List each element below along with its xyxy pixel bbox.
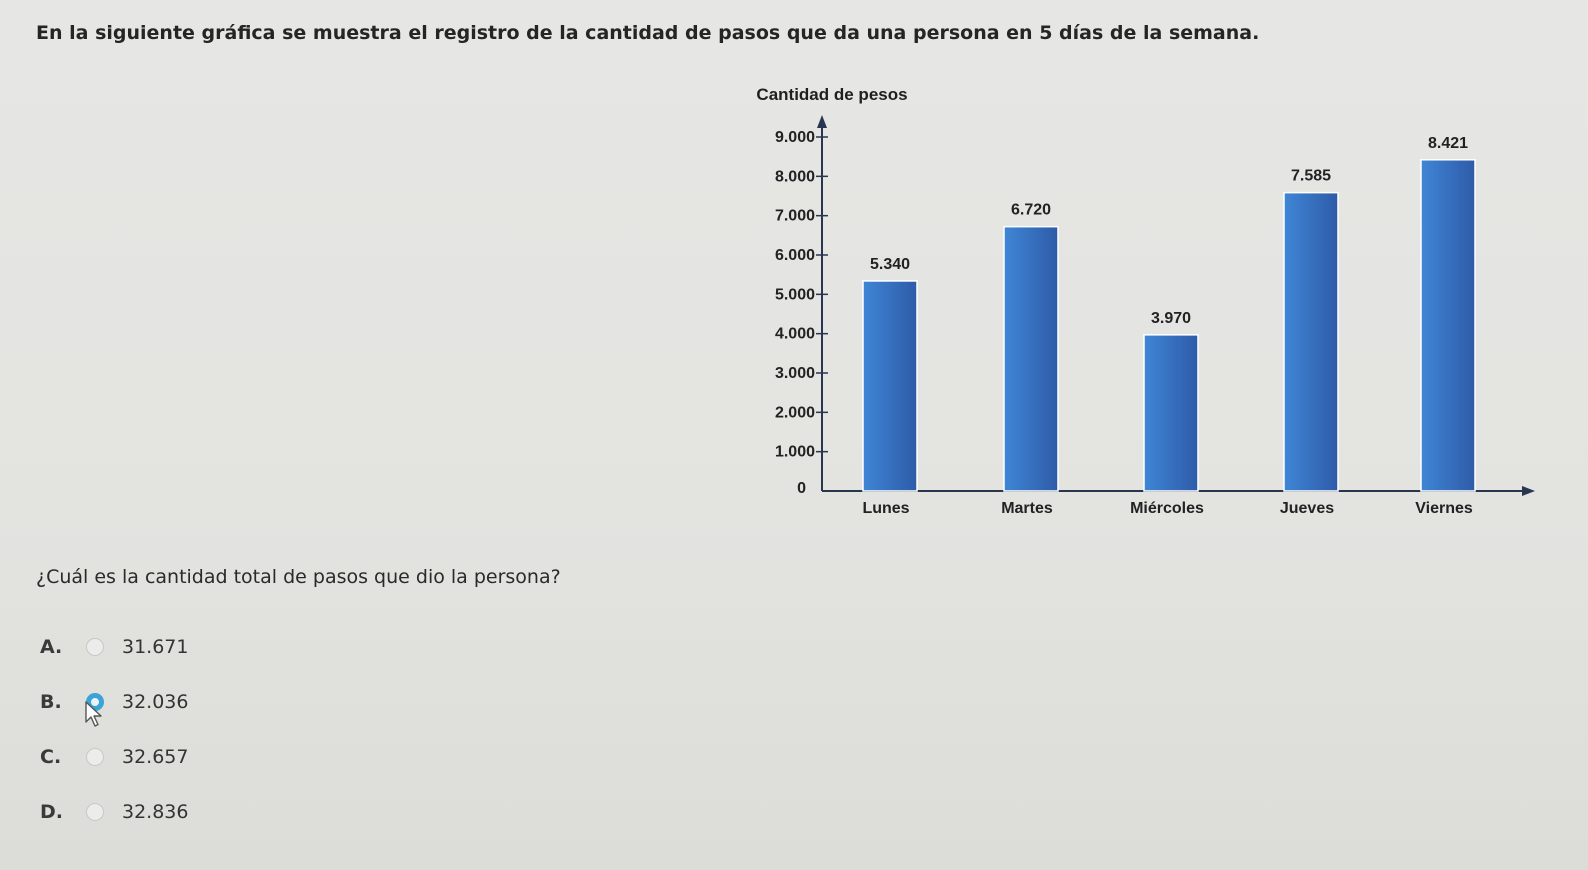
option-a-value: 31.671: [122, 636, 189, 658]
y-tick-label: 8.000: [775, 168, 815, 185]
option-b[interactable]: B. 32.036: [40, 685, 340, 719]
x-category-label: Martes: [1001, 500, 1053, 517]
y-tick-label: 7.000: [775, 208, 815, 225]
question-text: ¿Cuál es la cantidad total de pasos que …: [36, 566, 561, 588]
bar: [862, 280, 918, 492]
option-d-radio[interactable]: [86, 803, 104, 821]
bars: 5.340 6.720 3.970 7.585 8.421: [862, 135, 1476, 492]
option-d[interactable]: D. 32.836: [40, 795, 340, 829]
bar-value-label: 8.421: [1428, 135, 1468, 152]
bar-value-label: 6.720: [1011, 202, 1051, 219]
option-d-value: 32.836: [122, 801, 189, 823]
option-a-radio[interactable]: [86, 638, 104, 656]
x-axis: Lunes Martes Miércoles Jueves Viernes: [822, 486, 1535, 517]
option-a[interactable]: A. 31.671: [40, 630, 340, 664]
x-category-label: Viernes: [1415, 500, 1473, 517]
option-c-letter: C.: [40, 746, 62, 768]
option-c[interactable]: C. 32.657: [40, 740, 340, 774]
bar: [1003, 225, 1059, 492]
y-axis: 0 1.000 2.000 3.000 4.000 5.000 6.000 7.000 8.00…: [775, 115, 828, 497]
option-c-value: 32.657: [122, 746, 189, 768]
y-tick-label: 6.000: [775, 247, 815, 264]
y-tick-label: 9.000: [775, 129, 815, 146]
x-axis-arrow: [1522, 486, 1535, 496]
y-tick-label: 0: [797, 480, 806, 497]
x-category-label: Jueves: [1280, 500, 1334, 517]
mouse-cursor-icon: [85, 701, 102, 727]
y-axis-arrow: [817, 115, 827, 128]
y-tick-label: 4.000: [775, 326, 815, 343]
bar: [1283, 191, 1339, 492]
y-tick-label: 1.000: [775, 444, 815, 461]
bar-value-label: 7.585: [1291, 168, 1331, 185]
bar: [1143, 334, 1199, 492]
bar-chart: Cantidad de pesos 0 1.000 2.000 3.000 4.000 5…: [756, 85, 1535, 517]
bar: [1420, 159, 1476, 492]
option-a-letter: A.: [40, 636, 63, 658]
intro-text: En la siguiente gráfica se muestra el re…: [36, 22, 1260, 44]
bar-value-label: 5.340: [870, 256, 910, 273]
option-b-letter: B.: [40, 691, 62, 713]
x-category-label: Miércoles: [1130, 500, 1204, 517]
y-tick-label: 2.000: [775, 404, 815, 421]
y-tick-label: 3.000: [775, 365, 815, 382]
x-category-label: Lunes: [862, 500, 909, 517]
option-b-value: 32.036: [122, 691, 189, 713]
option-c-radio[interactable]: [86, 748, 104, 766]
chart-title: Cantidad de pesos: [756, 85, 907, 104]
option-d-letter: D.: [40, 801, 63, 823]
y-tick-label: 5.000: [775, 286, 815, 303]
bar-value-label: 3.970: [1151, 310, 1191, 327]
